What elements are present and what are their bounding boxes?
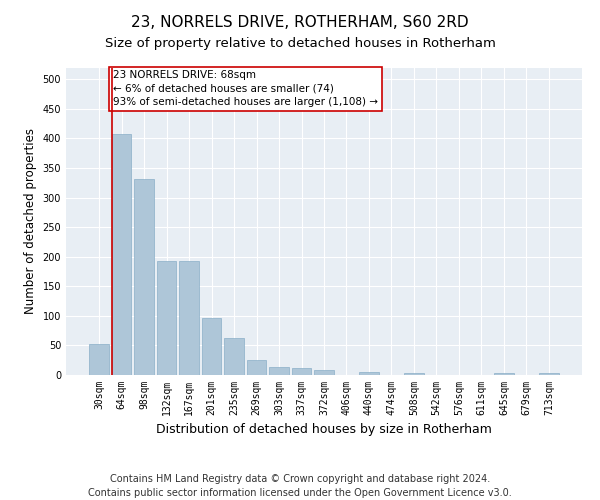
Text: 23 NORRELS DRIVE: 68sqm
← 6% of detached houses are smaller (74)
93% of semi-det: 23 NORRELS DRIVE: 68sqm ← 6% of detached…	[113, 70, 378, 107]
Bar	[179, 262, 199, 375]
Bar	[314, 370, 334, 375]
Bar	[224, 338, 244, 375]
Bar	[494, 372, 514, 375]
Bar	[112, 134, 131, 375]
Text: Size of property relative to detached houses in Rotherham: Size of property relative to detached ho…	[104, 38, 496, 51]
Bar	[202, 318, 221, 375]
Bar	[292, 368, 311, 375]
Text: Contains HM Land Registry data © Crown copyright and database right 2024.
Contai: Contains HM Land Registry data © Crown c…	[88, 474, 512, 498]
Bar	[157, 262, 176, 375]
Text: 23, NORRELS DRIVE, ROTHERHAM, S60 2RD: 23, NORRELS DRIVE, ROTHERHAM, S60 2RD	[131, 15, 469, 30]
Bar	[89, 344, 109, 375]
Bar	[359, 372, 379, 375]
Bar	[404, 372, 424, 375]
X-axis label: Distribution of detached houses by size in Rotherham: Distribution of detached houses by size …	[156, 424, 492, 436]
Bar	[247, 360, 266, 375]
Bar	[539, 372, 559, 375]
Y-axis label: Number of detached properties: Number of detached properties	[24, 128, 37, 314]
Bar	[269, 368, 289, 375]
Bar	[134, 178, 154, 375]
